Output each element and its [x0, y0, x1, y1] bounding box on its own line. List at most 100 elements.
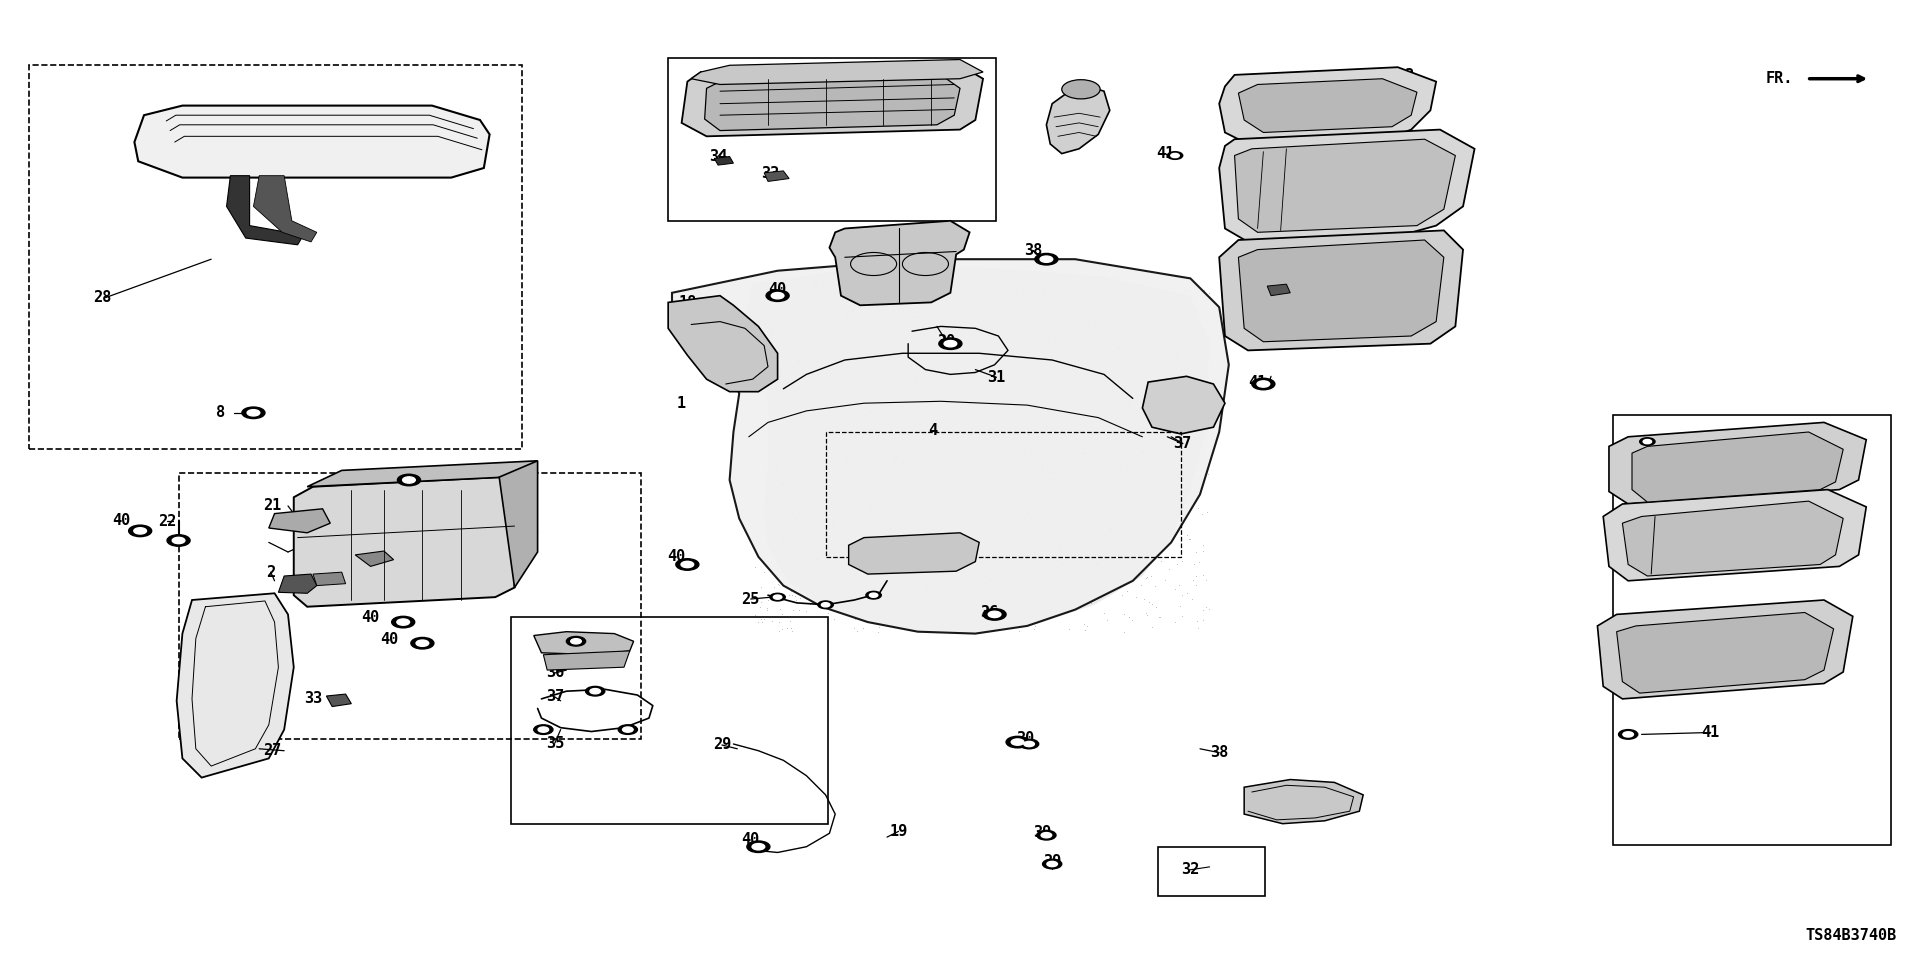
Circle shape	[676, 559, 699, 570]
Polygon shape	[278, 574, 317, 593]
Text: 40: 40	[111, 513, 131, 528]
Circle shape	[417, 640, 428, 646]
Circle shape	[1644, 440, 1651, 444]
Polygon shape	[691, 60, 983, 84]
Circle shape	[1640, 438, 1655, 445]
Circle shape	[1037, 830, 1056, 840]
Polygon shape	[1609, 422, 1866, 504]
Circle shape	[1252, 378, 1275, 390]
Text: 40: 40	[380, 632, 399, 647]
Text: 41: 41	[1156, 146, 1175, 161]
Circle shape	[1006, 736, 1029, 748]
Circle shape	[403, 477, 415, 483]
Text: 42: 42	[876, 554, 895, 569]
Polygon shape	[307, 461, 538, 487]
Circle shape	[618, 725, 637, 734]
Polygon shape	[1235, 139, 1455, 232]
Polygon shape	[1632, 432, 1843, 502]
Circle shape	[1622, 732, 1634, 737]
Polygon shape	[534, 632, 634, 655]
Circle shape	[766, 290, 789, 301]
Circle shape	[589, 688, 601, 694]
Polygon shape	[682, 65, 983, 136]
Text: 1: 1	[678, 396, 685, 411]
Circle shape	[411, 637, 434, 649]
Circle shape	[1035, 253, 1058, 265]
Circle shape	[129, 525, 152, 537]
Circle shape	[753, 844, 764, 850]
Circle shape	[1043, 859, 1062, 869]
Circle shape	[538, 727, 549, 732]
Polygon shape	[705, 75, 960, 131]
Text: 6: 6	[300, 542, 307, 558]
Text: 23: 23	[1279, 811, 1298, 827]
Bar	[29, 65, 522, 449]
Text: 15: 15	[1705, 510, 1724, 525]
Text: 40: 40	[361, 610, 380, 625]
Polygon shape	[1219, 130, 1475, 242]
Text: 39: 39	[1033, 825, 1052, 840]
Polygon shape	[365, 509, 538, 557]
Polygon shape	[1219, 67, 1436, 144]
Text: 36: 36	[545, 665, 564, 681]
Circle shape	[1619, 730, 1638, 739]
Text: 19: 19	[889, 824, 908, 839]
Text: 28: 28	[92, 290, 111, 305]
Text: 13: 13	[1396, 68, 1415, 84]
Polygon shape	[1219, 230, 1463, 350]
Text: 30: 30	[937, 334, 956, 349]
Text: 8: 8	[217, 405, 225, 420]
Polygon shape	[326, 694, 351, 707]
Text: 40: 40	[741, 832, 760, 848]
Text: 32: 32	[1181, 862, 1200, 877]
Polygon shape	[1622, 501, 1843, 576]
Polygon shape	[829, 221, 970, 305]
Circle shape	[747, 841, 770, 852]
Text: 31: 31	[987, 370, 1006, 385]
Polygon shape	[1244, 780, 1363, 824]
Text: 24: 24	[1169, 390, 1188, 405]
Circle shape	[682, 562, 693, 567]
Circle shape	[173, 538, 184, 543]
Circle shape	[570, 638, 582, 644]
Text: 27: 27	[263, 743, 282, 758]
Polygon shape	[668, 296, 778, 392]
Bar	[1158, 847, 1265, 896]
Text: 21: 21	[263, 498, 282, 514]
Text: TS84B3740B: TS84B3740B	[1805, 927, 1897, 943]
Circle shape	[1041, 256, 1052, 262]
Text: 40: 40	[666, 549, 685, 564]
Text: 22: 22	[157, 514, 177, 529]
Circle shape	[1020, 739, 1039, 749]
Circle shape	[772, 293, 783, 299]
Text: 7: 7	[351, 541, 359, 557]
Polygon shape	[745, 267, 1210, 634]
Circle shape	[1258, 381, 1269, 387]
Polygon shape	[253, 176, 317, 242]
Polygon shape	[313, 572, 346, 586]
Text: 9: 9	[753, 89, 760, 105]
Text: 10: 10	[897, 243, 916, 258]
Polygon shape	[227, 176, 303, 245]
Circle shape	[586, 686, 605, 696]
Text: 39: 39	[1043, 853, 1062, 869]
Text: 41: 41	[1701, 725, 1720, 740]
Text: 40: 40	[768, 282, 787, 298]
Text: 16: 16	[1079, 95, 1098, 110]
Bar	[179, 473, 641, 739]
Circle shape	[770, 593, 785, 601]
Circle shape	[749, 842, 768, 852]
Circle shape	[566, 636, 586, 646]
Circle shape	[1062, 80, 1100, 99]
Circle shape	[248, 410, 259, 416]
Circle shape	[242, 407, 265, 419]
Bar	[1613, 415, 1891, 845]
Bar	[668, 58, 996, 221]
Circle shape	[1046, 861, 1058, 867]
Text: 26: 26	[359, 496, 378, 512]
Polygon shape	[134, 106, 490, 178]
Circle shape	[1023, 741, 1035, 747]
Circle shape	[1012, 739, 1023, 745]
Polygon shape	[1142, 376, 1225, 434]
Circle shape	[1171, 154, 1179, 157]
